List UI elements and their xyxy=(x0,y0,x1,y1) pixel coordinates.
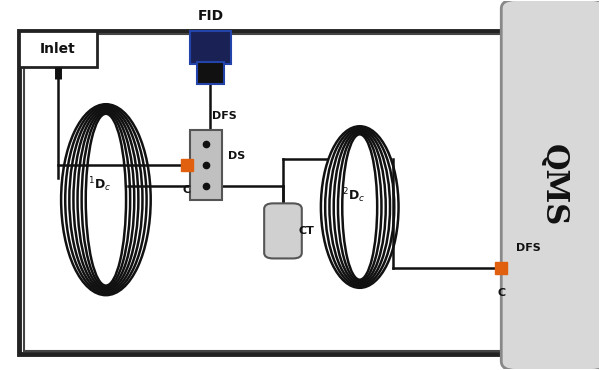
Bar xyxy=(197,62,224,84)
Text: $^1$D$_c$: $^1$D$_c$ xyxy=(88,176,112,194)
Text: QMS: QMS xyxy=(538,144,569,226)
Text: C: C xyxy=(182,185,191,195)
FancyBboxPatch shape xyxy=(501,0,600,370)
Text: Inlet: Inlet xyxy=(40,42,76,56)
Text: DFS: DFS xyxy=(516,243,541,253)
Text: C: C xyxy=(497,288,505,298)
FancyBboxPatch shape xyxy=(264,204,302,258)
Text: DFS: DFS xyxy=(212,111,236,121)
Text: DS: DS xyxy=(229,151,245,161)
Bar xyxy=(19,31,97,67)
Bar xyxy=(19,31,512,354)
Bar xyxy=(190,130,223,200)
Bar xyxy=(190,31,232,64)
Text: FID: FID xyxy=(197,9,223,23)
Text: $^2$D$_c$: $^2$D$_c$ xyxy=(342,187,365,205)
Bar xyxy=(24,34,507,351)
Text: CT: CT xyxy=(299,226,314,236)
